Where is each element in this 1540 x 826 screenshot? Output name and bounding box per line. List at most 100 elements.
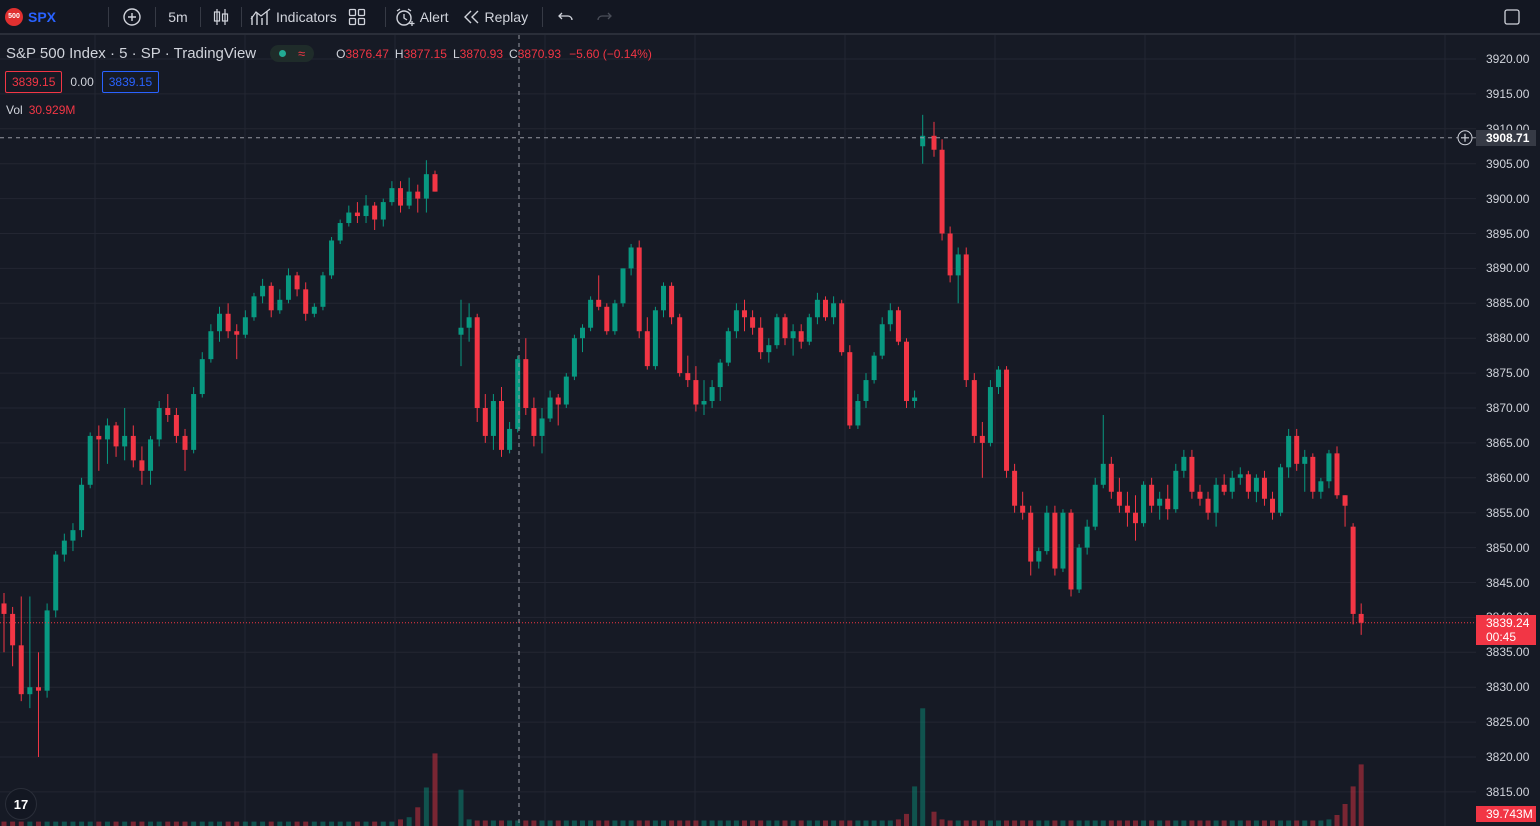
market-status[interactable]: ≈ (270, 45, 315, 62)
volume-bar (148, 821, 154, 826)
candle-body (1068, 512, 1074, 590)
fullscreen-button[interactable] (1500, 0, 1524, 33)
last-price-label: 3839.24 00:45 (1476, 614, 1536, 645)
candle-body (766, 345, 772, 353)
symbol-search[interactable]: 500 SPX (0, 0, 100, 33)
volume-bar (742, 820, 747, 826)
volume-bar (693, 820, 699, 826)
volume-bar (251, 821, 257, 826)
alert-button[interactable]: Alert (394, 0, 449, 33)
volume-bar (539, 820, 545, 826)
volume-bar (165, 821, 171, 826)
candle-body (1197, 491, 1203, 499)
candle-body (113, 425, 119, 447)
redo-button[interactable] (589, 0, 619, 33)
spread-value: 0.00 (70, 75, 94, 89)
candle-body (515, 359, 521, 429)
candle-body (398, 188, 404, 206)
candle-body (596, 299, 602, 307)
undo-button[interactable] (551, 0, 581, 33)
candle-body (1044, 512, 1050, 552)
candle-body (148, 439, 154, 471)
candle-body (474, 317, 480, 408)
candle-body (482, 408, 488, 436)
price-tick-label: 3835.00 (1486, 645, 1530, 660)
volume-bar (1189, 820, 1195, 826)
candle-body (987, 387, 993, 443)
volume-bar (831, 820, 837, 826)
candle-body (1020, 505, 1026, 513)
candle-body (644, 331, 650, 367)
indicators-button[interactable]: Indicators (250, 0, 337, 33)
candle-body (1108, 463, 1114, 492)
volume-bar (758, 820, 764, 826)
candle-body (571, 338, 577, 377)
volume-bar (1100, 820, 1106, 826)
volume-bar (963, 820, 969, 826)
volume-bar (1302, 820, 1308, 826)
volume-bar (1326, 819, 1332, 826)
compare-button[interactable] (117, 0, 147, 33)
volume-value: 30.929M (28, 103, 76, 117)
close-key: C (509, 46, 518, 61)
chart-type-button[interactable] (209, 0, 233, 33)
candle-body (1157, 498, 1163, 506)
candle-body (1004, 369, 1010, 471)
volume-bar (415, 807, 421, 826)
price-scale[interactable]: 3920.00 3915.00 3910.00 3905.00 3900.00 3895.… (1476, 35, 1540, 826)
sell-price-button[interactable]: 3839.15 (5, 71, 63, 93)
candle-body (1270, 498, 1276, 513)
candle-body (1165, 498, 1171, 510)
volume-bar (389, 821, 395, 826)
volume-bar (311, 821, 317, 826)
volume-bar (490, 820, 496, 826)
volume-bar (823, 820, 828, 826)
volume-bar (596, 820, 602, 826)
volume-bar (1205, 820, 1211, 826)
candle-body (242, 317, 248, 335)
replay-button[interactable]: Replay (463, 0, 529, 33)
volume-label: Vol (6, 103, 23, 117)
price-chart[interactable] (0, 35, 1476, 826)
volume-bar (423, 787, 429, 826)
volume-bar (234, 821, 240, 826)
volume-bar (1173, 820, 1179, 826)
volume-legend[interactable]: Vol 30.929M (6, 103, 75, 117)
tradingview-logo-icon[interactable]: 17 (5, 788, 37, 820)
volume-bar (474, 820, 480, 826)
candle-body (547, 397, 553, 419)
volume-bar (677, 820, 683, 826)
volume-bar (979, 820, 985, 826)
volume-bar (156, 821, 162, 826)
crosshair-price-label: 3908.71 (1476, 129, 1536, 146)
volume-bar (173, 821, 179, 826)
volume-bar (242, 821, 248, 826)
volume-bar (871, 820, 877, 826)
replay-label: Replay (484, 8, 529, 25)
candle-body (1278, 467, 1284, 513)
volume-bar (398, 819, 404, 826)
volume-bar (939, 819, 945, 826)
symbol-description[interactable]: S&P 500 Index · 5 · SP · TradingView (6, 45, 257, 62)
volume-bar (10, 821, 16, 826)
volume-bar (122, 821, 128, 826)
interval-button[interactable]: 5m (168, 8, 188, 25)
candle-body (920, 135, 926, 147)
volume-bar (1036, 820, 1042, 826)
volume-bar (1124, 820, 1130, 826)
price-tick-label: 3905.00 (1486, 156, 1530, 171)
buy-price-button[interactable]: 3839.15 (101, 71, 160, 93)
volume-bar (790, 820, 796, 826)
candle-body (165, 408, 171, 415)
layouts-button[interactable] (337, 0, 377, 33)
volume-bar (303, 821, 309, 826)
open-key: O (336, 46, 346, 61)
volume-bar (225, 821, 231, 826)
volume-bar (995, 820, 1001, 826)
candle-body (10, 613, 16, 646)
volume-bar (70, 821, 76, 826)
candle-body (979, 435, 985, 443)
volume-bar (701, 820, 707, 826)
candle-body (466, 317, 472, 328)
candle-body (879, 324, 885, 356)
